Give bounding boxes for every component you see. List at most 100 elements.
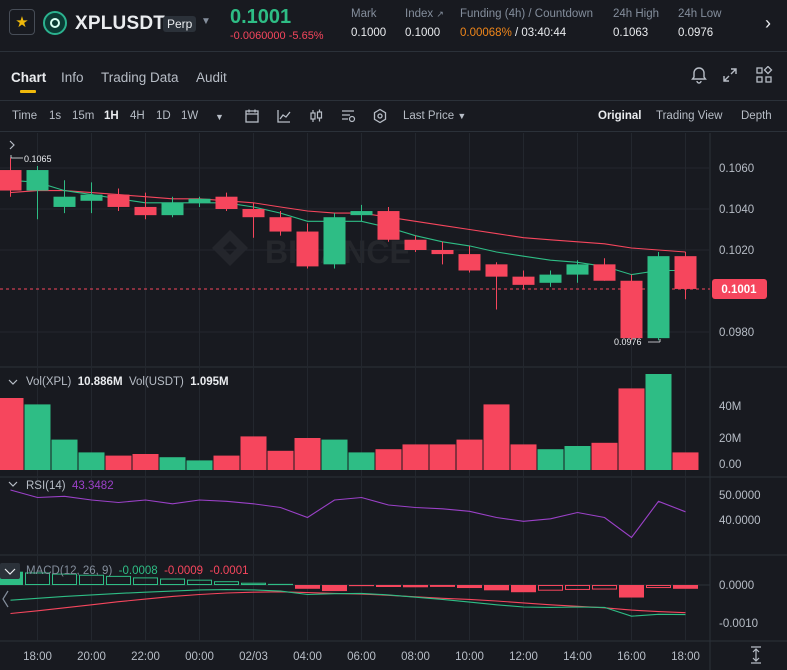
tab-chart[interactable]: Chart [11,70,47,85]
funding-rate: 0.00068% [460,27,512,39]
collapse-legend-icon[interactable] [9,140,15,150]
volume-bar [591,442,618,470]
high-24h-stat: 24h High 0.1063 [613,8,659,39]
interval-1s[interactable]: 1s [49,110,62,122]
volume-bar [618,388,645,470]
time-axis-label: 22:00 [131,651,160,663]
volume-bar [0,398,24,470]
candle-type-icon[interactable] [308,108,324,124]
interval-15m[interactable]: 15m [72,110,95,122]
chart-settings-icon[interactable] [372,108,388,124]
expand-icon[interactable] [721,66,739,84]
macd-histogram-bar [619,585,644,598]
tab-audit[interactable]: Audit [196,70,227,85]
favorite-star-button[interactable]: ★ [9,9,35,35]
low-marker: 0.0976 [614,337,661,347]
rsi-label: RSI(14) [26,480,66,492]
macd-histogram-bar [430,585,455,587]
candle-body [80,194,103,201]
index-value: 0.1000 [405,27,441,39]
calendar-icon[interactable] [244,108,260,124]
symbol-name[interactable]: XPLUSDT [75,13,166,34]
binance-logo-icon [212,230,248,266]
macd-histogram-bar [673,585,698,589]
macd-legend-toggle[interactable] [0,563,20,579]
time-axis-label: 18:00 [671,651,700,663]
mark-value: 0.1000 [351,27,387,39]
macd-histogram-bar [106,575,131,586]
funding-countdown: / 03:40:44 [515,27,567,39]
candle-body [323,217,346,265]
volume-bar [105,455,132,470]
view-depth[interactable]: Depth [741,110,772,122]
price-axis-label: 0.0980 [719,327,754,339]
price-source-select[interactable]: Last Price ▼ [403,110,466,122]
candle-body [26,170,49,191]
index-label[interactable]: Index [405,8,434,20]
macd-legend: MACD(12, 26, 9) -0.0008 -0.0009 -0.0001 [26,565,249,577]
bell-icon[interactable] [690,66,708,84]
candle-body [215,196,238,209]
funding-label: Funding (4h) / Countdown [460,8,593,20]
line-tool-icon[interactable] [276,108,292,124]
volume-legend: Vol(XPL) 10.886M Vol(USDT) 1.095M [26,376,229,388]
scroll-left-icon[interactable] [2,590,9,608]
candle-body [674,256,697,289]
high-marker-label: 0.1065 [24,154,52,164]
volume-bar [348,452,375,470]
macd-dea-line [10,591,686,615]
volume-value: 10.886M [77,376,123,388]
layout-grid-icon[interactable] [755,66,773,84]
interval-1d[interactable]: 1D [156,110,171,122]
view-trading-view[interactable]: Trading View [656,110,723,122]
interval-4h[interactable]: 4H [130,110,145,122]
last-price: 0.1001 [230,6,292,28]
tab-info[interactable]: Info [61,70,84,85]
macd-histogram-bar [214,581,239,586]
time-axis-label: 04:00 [293,651,322,663]
time-axis-label: 18:00 [23,651,52,663]
mark-label: Mark [351,8,377,20]
price-source-label: Last Price [403,110,455,122]
macd-histogram-bar [376,585,401,587]
funding-stat: Funding (4h) / Countdown 0.00068% / 03:4… [460,8,593,39]
chart-canvas[interactable]: BINANCE 18:0020:0022:0000:0002/0304:0006… [0,133,787,670]
candlesticks [0,157,697,341]
volume-bar [510,444,537,470]
interval-dropdown-icon[interactable]: ▼ [215,112,224,122]
macd-histogram-bar [79,574,104,585]
price-axis-label: 0.1020 [719,245,754,257]
chart-area[interactable]: BINANCE 18:0020:0022:0000:0002/0304:0006… [0,133,787,670]
time-axis-label: 14:00 [563,651,592,663]
reset-scale-button[interactable] [751,646,761,664]
external-link-icon: ↗ [436,9,444,19]
macd-histogram-bar [52,573,77,586]
star-icon: ★ [15,14,29,31]
symbol-dropdown-icon[interactable]: ▼ [201,16,211,27]
low-marker-label: 0.0976 [614,337,642,347]
rsi-line [10,489,686,539]
macd-hist-value: -0.0001 [209,565,249,577]
rsi-legend-toggle-icon[interactable] [8,481,18,487]
interval-1w[interactable]: 1W [181,110,199,122]
scroll-right-button[interactable]: › [749,0,787,46]
volume-legend-toggle-icon[interactable] [8,379,18,385]
macd-dea-value: -0.0009 [164,565,204,577]
rsi-axis-label: 40.0000 [719,515,761,527]
indicator-settings-icon[interactable] [340,108,356,124]
tab-trading-data[interactable]: Trading Data [101,70,179,85]
macd-histogram-bar [457,585,482,589]
price-change: -0.0060000 -5.65% [230,30,324,42]
candle-body [539,274,562,283]
fit-vertical-icon [751,646,761,664]
candle-body [242,209,265,218]
interval-1h[interactable]: 1H [104,110,119,122]
macd-histogram-bar [403,585,428,588]
time-axis-label: 10:00 [455,651,484,663]
macd-toggle-icon [4,568,16,575]
candle-body [269,217,292,232]
rsi-value: 43.3482 [72,480,114,492]
axis-labels: 18:00 20:00 22:00 00:00 02/03 04:00 06:00 08:00… [23,163,760,663]
view-original[interactable]: Original [598,110,642,122]
volume-bar [51,439,78,470]
